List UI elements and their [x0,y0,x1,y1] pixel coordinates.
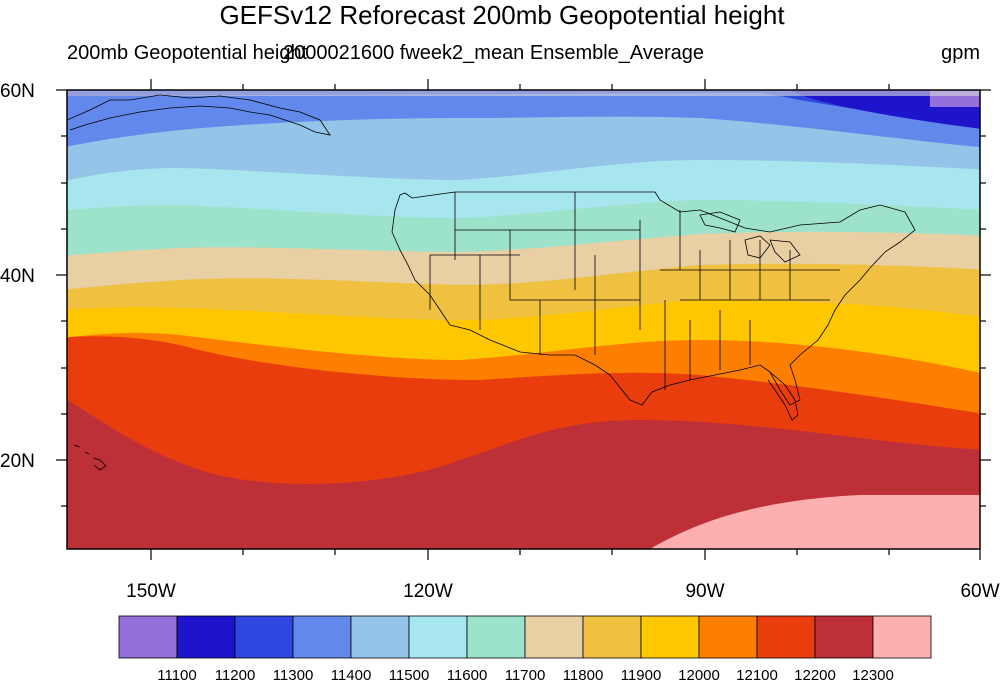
colorbar-swatch [582,615,642,659]
band-11300 [67,90,980,148]
colorbar-swatch [814,615,874,659]
contour-fill [67,90,980,549]
colorbar-swatch [176,615,236,659]
map-title: GEFSv12 Reforecast 200mb Geopotential he… [219,0,785,30]
colorbar-swatch [292,615,352,659]
colorbar-swatch [118,615,178,659]
state-lines [429,192,840,390]
map-frame [66,89,981,550]
units-label: gpm [941,42,980,64]
colorbar-label: 11200 [215,667,256,684]
lon-label-90w: 90W [685,581,724,602]
colorbar-swatch [640,615,700,659]
colorbar: 11100 11200 11300 11400 11500 11600 11700 11800… [118,615,932,684]
hawaii [73,444,107,471]
alaska-coast [67,94,331,136]
coastlines [67,94,916,471]
ticks [56,79,991,560]
colorbar-label: 11100 [157,667,197,684]
colorbar-swatch [408,615,468,659]
variable-label: 200mb Geopotential height [67,42,308,64]
colorbar-swatch [466,615,526,659]
colorbar-swatch [234,615,294,659]
colorbar-label: 12000 [678,667,720,684]
us-outline [391,191,916,406]
colorbar-swatch [350,615,410,659]
colorbar-swatch [698,615,758,659]
colorbar-label: 11400 [331,667,372,684]
top-edge [67,90,980,96]
colorbar-swatch [872,615,932,659]
lat-label-20n: 20N [0,451,35,472]
florida [767,371,799,421]
colorbar-label: 11600 [447,667,488,684]
colorbar-swatch [524,615,584,659]
colorbar-label: 12100 [736,667,778,684]
colorbar-label: 11300 [273,667,314,684]
colorbar-label: 12200 [794,667,836,684]
run-info-label: 2000021600 fweek2_mean Ensemble_Average [283,42,705,64]
colorbar-label: 11500 [389,667,430,684]
lat-label-60n: 60N [0,81,35,102]
colorbar-label: 12300 [852,667,894,684]
great-lakes [699,211,801,263]
colorbar-swatch [756,615,816,659]
lon-label-60w: 60W [960,581,999,602]
lon-label-150w: 150W [126,581,176,602]
lat-label-40n: 40N [0,266,35,287]
colorbar-label: 11700 [505,667,546,684]
lon-label-120w: 120W [403,581,453,602]
colorbar-label: 11800 [563,667,604,684]
colorbar-label: 11900 [621,667,662,684]
